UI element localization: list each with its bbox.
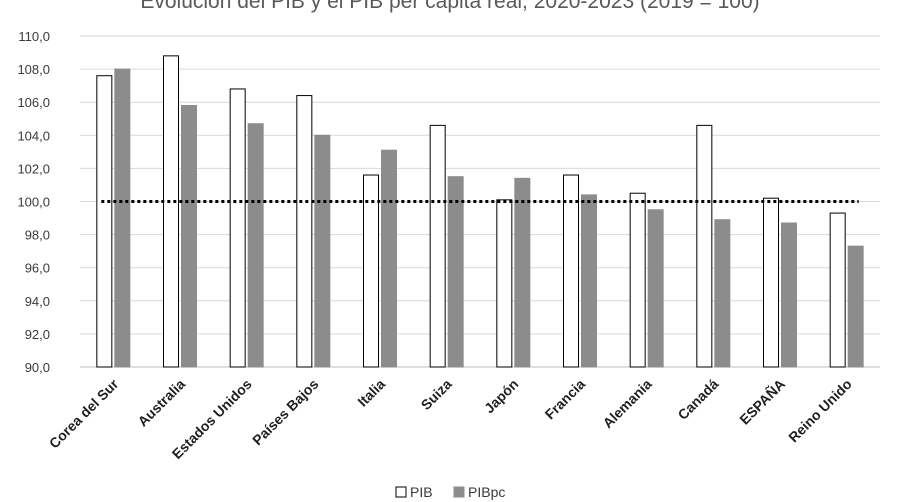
bar-pibpc: [581, 194, 597, 368]
y-tick-label: 106,0: [17, 95, 50, 110]
category-label: Corea del Sur: [46, 375, 122, 451]
legend-swatch: [395, 486, 407, 498]
bar-pibpc: [381, 149, 397, 368]
category-label: Japón: [481, 376, 521, 416]
bar-pib: [829, 212, 846, 368]
y-tick-label: 104,0: [17, 128, 50, 143]
bar-pib: [96, 75, 113, 368]
y-tick-label: 90,0: [25, 360, 50, 375]
bar-pibpc: [647, 209, 664, 368]
bar-pib: [229, 88, 246, 368]
y-tick-label: 102,0: [17, 161, 50, 176]
legend-label: PIB: [410, 484, 433, 500]
category-label: Países Bajos: [249, 376, 322, 449]
bar-pibpc: [781, 222, 797, 368]
category-label: Suiza: [418, 376, 455, 413]
legend-label: PIBpc: [468, 484, 505, 500]
legend-swatch: [453, 486, 465, 498]
category-label: Reino Unido: [785, 376, 855, 446]
y-tick-label: 100,0: [17, 195, 50, 210]
bar-pibpc: [447, 176, 464, 368]
y-tick-label: 92,0: [25, 327, 50, 342]
category-label: Italia: [354, 376, 388, 410]
y-tick-label: 96,0: [25, 261, 50, 276]
bar-pib: [563, 174, 579, 368]
category-label: Canadá: [674, 376, 721, 423]
bar-pibpc: [714, 219, 731, 368]
y-tick-label: 110,0: [18, 29, 50, 44]
y-tick-label: 98,0: [25, 228, 50, 243]
y-axis-ticks: 90,0 92,0 94,0 96,0 98,0 100,0 102,0 104,0 106,0…: [17, 29, 50, 375]
y-tick-label: 94,0: [25, 294, 50, 309]
bar-pibpc: [314, 134, 331, 368]
bar-pib: [163, 55, 179, 368]
category-label: Francia: [542, 376, 589, 423]
legend: PIB PIBpc: [395, 484, 505, 500]
bar-pibpc: [847, 245, 864, 368]
bar-pib: [763, 197, 779, 368]
chart-title: Evolución del PIB y el PIB per cápita re…: [140, 0, 759, 13]
category-label: Australia: [134, 376, 188, 430]
bar-pib: [429, 124, 446, 368]
bar-pib: [363, 174, 379, 368]
bar-pibpc: [181, 105, 197, 368]
bar-pib: [696, 124, 713, 368]
category-label: ESPAÑA: [736, 375, 789, 428]
bar-pib: [296, 95, 313, 368]
bar-pibpc: [114, 68, 131, 368]
category-label: Alemania: [599, 376, 654, 431]
bar-pibpc: [247, 123, 264, 368]
bars: [96, 55, 864, 368]
y-tick-label: 108,0: [17, 62, 50, 77]
bar-pib: [629, 192, 646, 368]
bar-pibpc: [514, 177, 531, 368]
bar-pib: [496, 199, 513, 368]
